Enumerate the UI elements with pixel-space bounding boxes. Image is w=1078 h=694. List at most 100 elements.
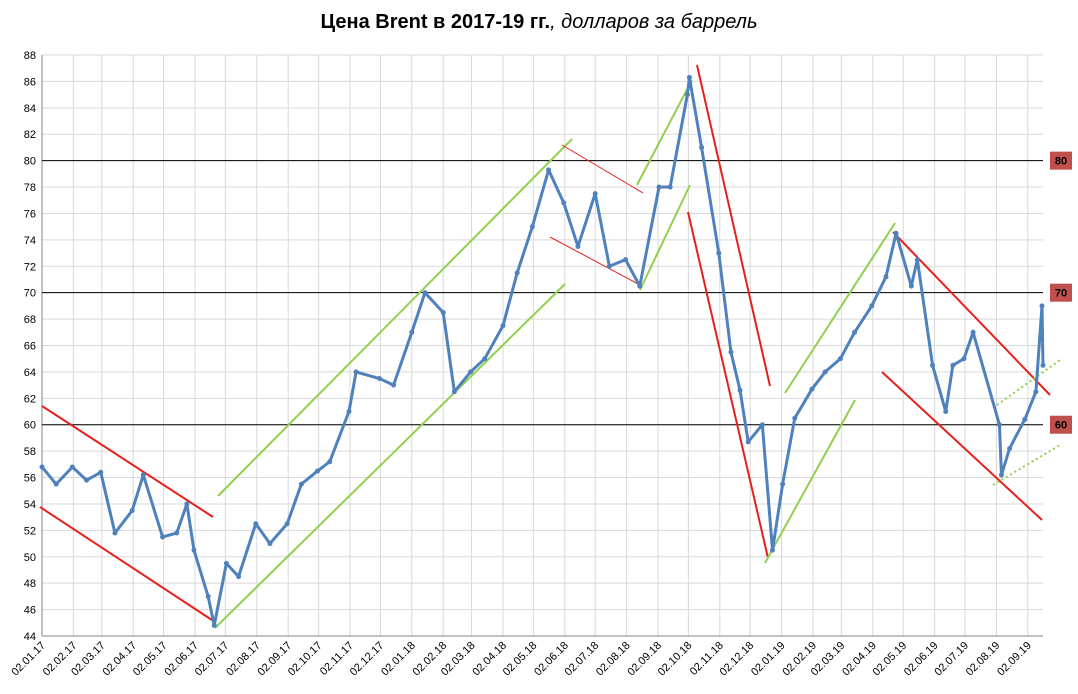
y-tick-label: 58 (24, 446, 36, 458)
x-tick-label: 02.10.17 (286, 640, 325, 679)
y-tick-label: 56 (24, 473, 36, 485)
data-point (376, 376, 382, 382)
data-point (353, 369, 359, 375)
y-tick-label: 62 (24, 393, 36, 405)
data-point (223, 560, 229, 566)
trend-line (549, 236, 641, 286)
data-point (699, 144, 705, 150)
reference-label: 80 (1055, 156, 1067, 168)
data-point (592, 191, 598, 197)
y-tick-label: 64 (24, 367, 36, 379)
data-point (930, 362, 936, 368)
data-point (39, 464, 45, 470)
data-point (514, 270, 520, 276)
data-point (98, 469, 104, 475)
data-point (837, 356, 843, 362)
data-point (716, 250, 722, 256)
reference-lines: 80 70 60 (42, 151, 1072, 434)
trend-line (784, 222, 896, 394)
y-tick-label: 78 (24, 182, 36, 194)
y-tick-label: 66 (24, 341, 36, 353)
data-point (792, 415, 798, 421)
data-point (943, 409, 949, 415)
trend-line (214, 283, 566, 629)
data-point (745, 439, 751, 445)
trend-line (696, 64, 771, 387)
data-point (422, 290, 428, 296)
reference-label-box (1050, 415, 1072, 434)
data-point (184, 501, 190, 507)
data-point (908, 283, 914, 289)
trend-line (39, 506, 216, 623)
data-point (575, 243, 581, 249)
data-point (500, 323, 506, 329)
data-point (160, 534, 166, 540)
grid: 44 46 48 50 52 54 56 58 60 62 64 66 68 70 72 74 76 78 80 82… (9, 50, 1043, 678)
data-point (315, 468, 321, 474)
trend-line (639, 184, 691, 291)
data-point (529, 224, 535, 230)
data-point (236, 574, 242, 580)
trend-line (561, 144, 644, 194)
data-point (883, 274, 889, 280)
data-point (780, 481, 786, 487)
data-point (686, 74, 692, 80)
data-point (191, 547, 197, 553)
data-point (1007, 445, 1013, 451)
data-point (822, 369, 828, 375)
data-point (129, 508, 135, 514)
data-point (69, 464, 75, 470)
data-point (440, 309, 446, 315)
data-point (253, 521, 259, 527)
data-point (1040, 362, 1046, 368)
trend-line (881, 371, 1043, 521)
data-point (737, 387, 743, 393)
data-point (84, 477, 90, 483)
data-point (728, 349, 734, 355)
trend-line (41, 405, 214, 518)
data-point (112, 530, 118, 536)
data-point (667, 184, 673, 190)
data-point (409, 329, 415, 335)
data-point (914, 257, 920, 263)
data-point (869, 303, 875, 309)
data-point (637, 283, 643, 289)
data-point (140, 472, 146, 478)
data-point (482, 356, 488, 362)
y-tick-label: 60 (24, 420, 36, 432)
y-tick-label: 48 (24, 578, 36, 590)
reference-label-box (1050, 151, 1072, 170)
data-point (1033, 389, 1039, 395)
y-tick-label: 54 (24, 499, 36, 511)
y-tick-label: 68 (24, 314, 36, 326)
y-tick-label: 86 (24, 76, 36, 88)
y-tick-label: 76 (24, 208, 36, 220)
y-tick-label: 72 (24, 261, 36, 273)
series-line (40, 75, 1045, 627)
data-point (893, 230, 899, 236)
data-point (298, 481, 304, 487)
y-tick-label: 74 (24, 235, 36, 247)
x-tick-label: 02.10.18 (656, 640, 695, 679)
data-point (53, 481, 59, 487)
trend-line (217, 138, 573, 497)
data-point (327, 459, 333, 465)
y-tick-label: 88 (24, 50, 36, 62)
data-point (284, 521, 290, 527)
data-point (561, 200, 567, 206)
reference-label: 70 (1055, 288, 1067, 300)
data-point (606, 263, 612, 269)
trend-line (764, 399, 856, 564)
trend-lines (39, 64, 1061, 629)
y-tick-label: 46 (24, 605, 36, 617)
data-point (1039, 303, 1045, 309)
data-point (546, 167, 552, 173)
data-point (267, 541, 273, 547)
data-point (451, 389, 457, 395)
y-tick-label: 70 (24, 288, 36, 300)
data-point (346, 409, 352, 415)
data-point (656, 184, 662, 190)
data-point (468, 369, 474, 375)
data-point (684, 92, 690, 98)
trend-line (687, 211, 769, 559)
